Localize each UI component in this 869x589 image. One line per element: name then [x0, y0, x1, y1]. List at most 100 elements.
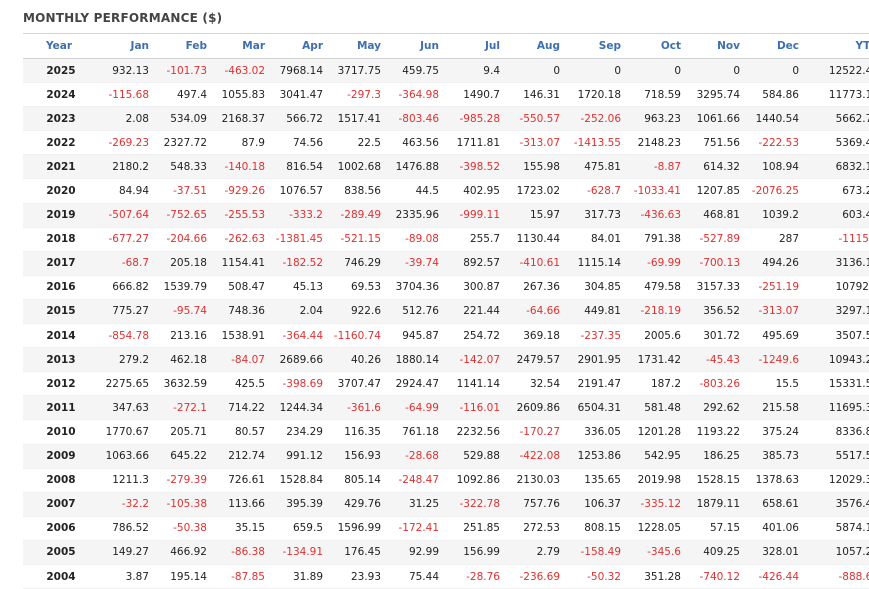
month-value-cell: -142.07 — [443, 347, 504, 373]
month-value-cell: 292.62 — [685, 395, 744, 421]
table-row: 2018 -677.27 -204.66 -262.63 -1381.45 -521.15… — [23, 227, 869, 252]
table-row: 2007 -32.2 -105.38 113.66 395.39 429.76 31.25-… — [23, 492, 869, 517]
month-value-cell: 2901.95 — [564, 347, 625, 373]
month-value-cell: -999.11 — [443, 203, 504, 228]
year-cell: 2019 — [23, 203, 95, 228]
month-value-cell: 2924.47 — [385, 371, 443, 397]
column-header-aug: Aug — [504, 33, 564, 59]
month-value-cell: 84.94 — [95, 178, 153, 204]
ytd-cell: 5662.73 — [803, 106, 869, 132]
month-value-cell: 149.27 — [95, 540, 153, 565]
month-value-cell: -507.64 — [95, 203, 153, 228]
ytd-cell: 8336.85 — [803, 419, 869, 445]
month-value-cell: 475.81 — [564, 154, 625, 180]
month-value-cell: 775.27 — [95, 299, 153, 325]
month-value-cell: -289.49 — [327, 203, 385, 228]
month-value-cell: -929.26 — [211, 178, 269, 204]
month-value-cell: 251.85 — [443, 516, 504, 541]
year-cell: 2021 — [23, 154, 95, 180]
month-value-cell: 23.93 — [327, 564, 385, 589]
month-value-cell: -677.27 — [95, 227, 153, 252]
column-header-sep: Sep — [564, 33, 625, 59]
year-cell: 2013 — [23, 347, 95, 373]
month-value-cell: 75.44 — [385, 564, 443, 589]
month-value-cell: 726.61 — [211, 468, 269, 493]
month-value-cell: 187.2 — [625, 371, 685, 397]
month-value-cell: 0 — [564, 58, 625, 84]
year-cell: 2020 — [23, 178, 95, 204]
ytd-cell: 6832.11 — [803, 154, 869, 180]
month-value-cell: 761.18 — [385, 419, 443, 445]
month-value-cell: 1193.22 — [685, 419, 744, 445]
month-value-cell: -262.63 — [211, 227, 269, 252]
month-value-cell: 2479.57 — [504, 347, 564, 373]
month-value-cell: 87.9 — [211, 130, 269, 156]
month-value-cell: 3704.36 — [385, 275, 443, 300]
month-value-cell: 0 — [625, 58, 685, 84]
month-value-cell: -64.99 — [385, 395, 443, 421]
table-row: 2019 -507.64 -752.65 -255.53 -333.2 -289.49 23… — [23, 203, 869, 228]
month-value-cell: 945.87 — [385, 323, 443, 349]
ytd-cell: 3136.16 — [803, 251, 869, 276]
table-body: 2025 932.13 -101.73 -463.02 7968.14 3717.75 45… — [23, 58, 869, 589]
month-value-cell: -28.76 — [443, 564, 504, 589]
month-value-cell: 495.69 — [744, 323, 803, 349]
month-value-cell: 31.89 — [269, 564, 327, 589]
month-value-cell: 2275.65 — [95, 371, 153, 397]
month-value-cell: 31.25 — [385, 492, 443, 517]
month-value-cell: -752.65 — [153, 203, 211, 228]
month-value-cell: -101.73 — [153, 58, 211, 84]
month-value-cell: 1528.84 — [269, 468, 327, 493]
year-cell: 2005 — [23, 540, 95, 565]
month-value-cell: 3157.33 — [685, 275, 744, 300]
month-value-cell: -740.12 — [685, 564, 744, 589]
month-value-cell: 2335.96 — [385, 203, 443, 228]
ytd-cell: 11773.12 — [803, 82, 869, 108]
table-row: 2016 666.82 1539.79 508.47 45.13 69.53 3704.36… — [23, 275, 869, 300]
month-value-cell: 425.5 — [211, 371, 269, 397]
year-cell: 2022 — [23, 130, 95, 156]
month-value-cell: 463.56 — [385, 130, 443, 156]
table-row: 2015 775.27 -95.74 748.36 2.04 922.6 512.76 221… — [23, 299, 869, 325]
month-value-cell: 748.36 — [211, 299, 269, 325]
month-value-cell: 548.33 — [153, 154, 211, 180]
month-value-cell: 45.13 — [269, 275, 327, 300]
month-value-cell: 347.63 — [95, 395, 153, 421]
month-value-cell: 892.57 — [443, 251, 504, 276]
year-cell: 2011 — [23, 395, 95, 421]
table-row: 2023 2.08 534.09 2168.37 566.72 1517.41 -803.4… — [23, 106, 869, 132]
month-value-cell: 991.12 — [269, 444, 327, 469]
month-value-cell: -89.08 — [385, 227, 443, 252]
month-value-cell: 3707.47 — [327, 371, 385, 397]
month-value-cell: -1160.74 — [327, 323, 385, 349]
month-value-cell: 1440.54 — [744, 106, 803, 132]
ytd-cell: 5369.46 — [803, 130, 869, 156]
month-value-cell: -87.85 — [211, 564, 269, 589]
month-value-cell: 1490.7 — [443, 82, 504, 108]
column-header-dec: Dec — [744, 33, 803, 59]
month-value-cell: 9.4 — [443, 58, 504, 84]
ytd-cell: 3507.54 — [803, 323, 869, 349]
month-value-cell: 1528.15 — [685, 468, 744, 493]
month-value-cell: 3.87 — [95, 564, 153, 589]
month-value-cell: 1092.86 — [443, 468, 504, 493]
table-row: 2011 347.63 -272.1 714.22 1244.34 -361.6 -64.9… — [23, 395, 869, 421]
month-value-cell: 304.85 — [564, 275, 625, 300]
ytd-cell: 3297.14 — [803, 299, 869, 325]
month-value-cell: -116.01 — [443, 395, 504, 421]
month-value-cell: -854.78 — [95, 323, 153, 349]
month-value-cell: 255.7 — [443, 227, 504, 252]
month-value-cell: 658.61 — [744, 492, 803, 517]
month-value-cell: -1249.6 — [744, 347, 803, 373]
month-value-cell: 317.73 — [564, 203, 625, 228]
month-value-cell: -255.53 — [211, 203, 269, 228]
month-value-cell: -1413.55 — [564, 130, 625, 156]
month-value-cell: 838.56 — [327, 178, 385, 204]
month-value-cell: 1880.14 — [385, 347, 443, 373]
column-header-jul: Jul — [443, 33, 504, 59]
month-value-cell: 1063.66 — [95, 444, 153, 469]
ytd-cell: 10792.9 — [803, 275, 869, 300]
month-value-cell: -364.98 — [385, 82, 443, 108]
month-value-cell: -322.78 — [443, 492, 504, 517]
month-value-cell: -140.18 — [211, 154, 269, 180]
